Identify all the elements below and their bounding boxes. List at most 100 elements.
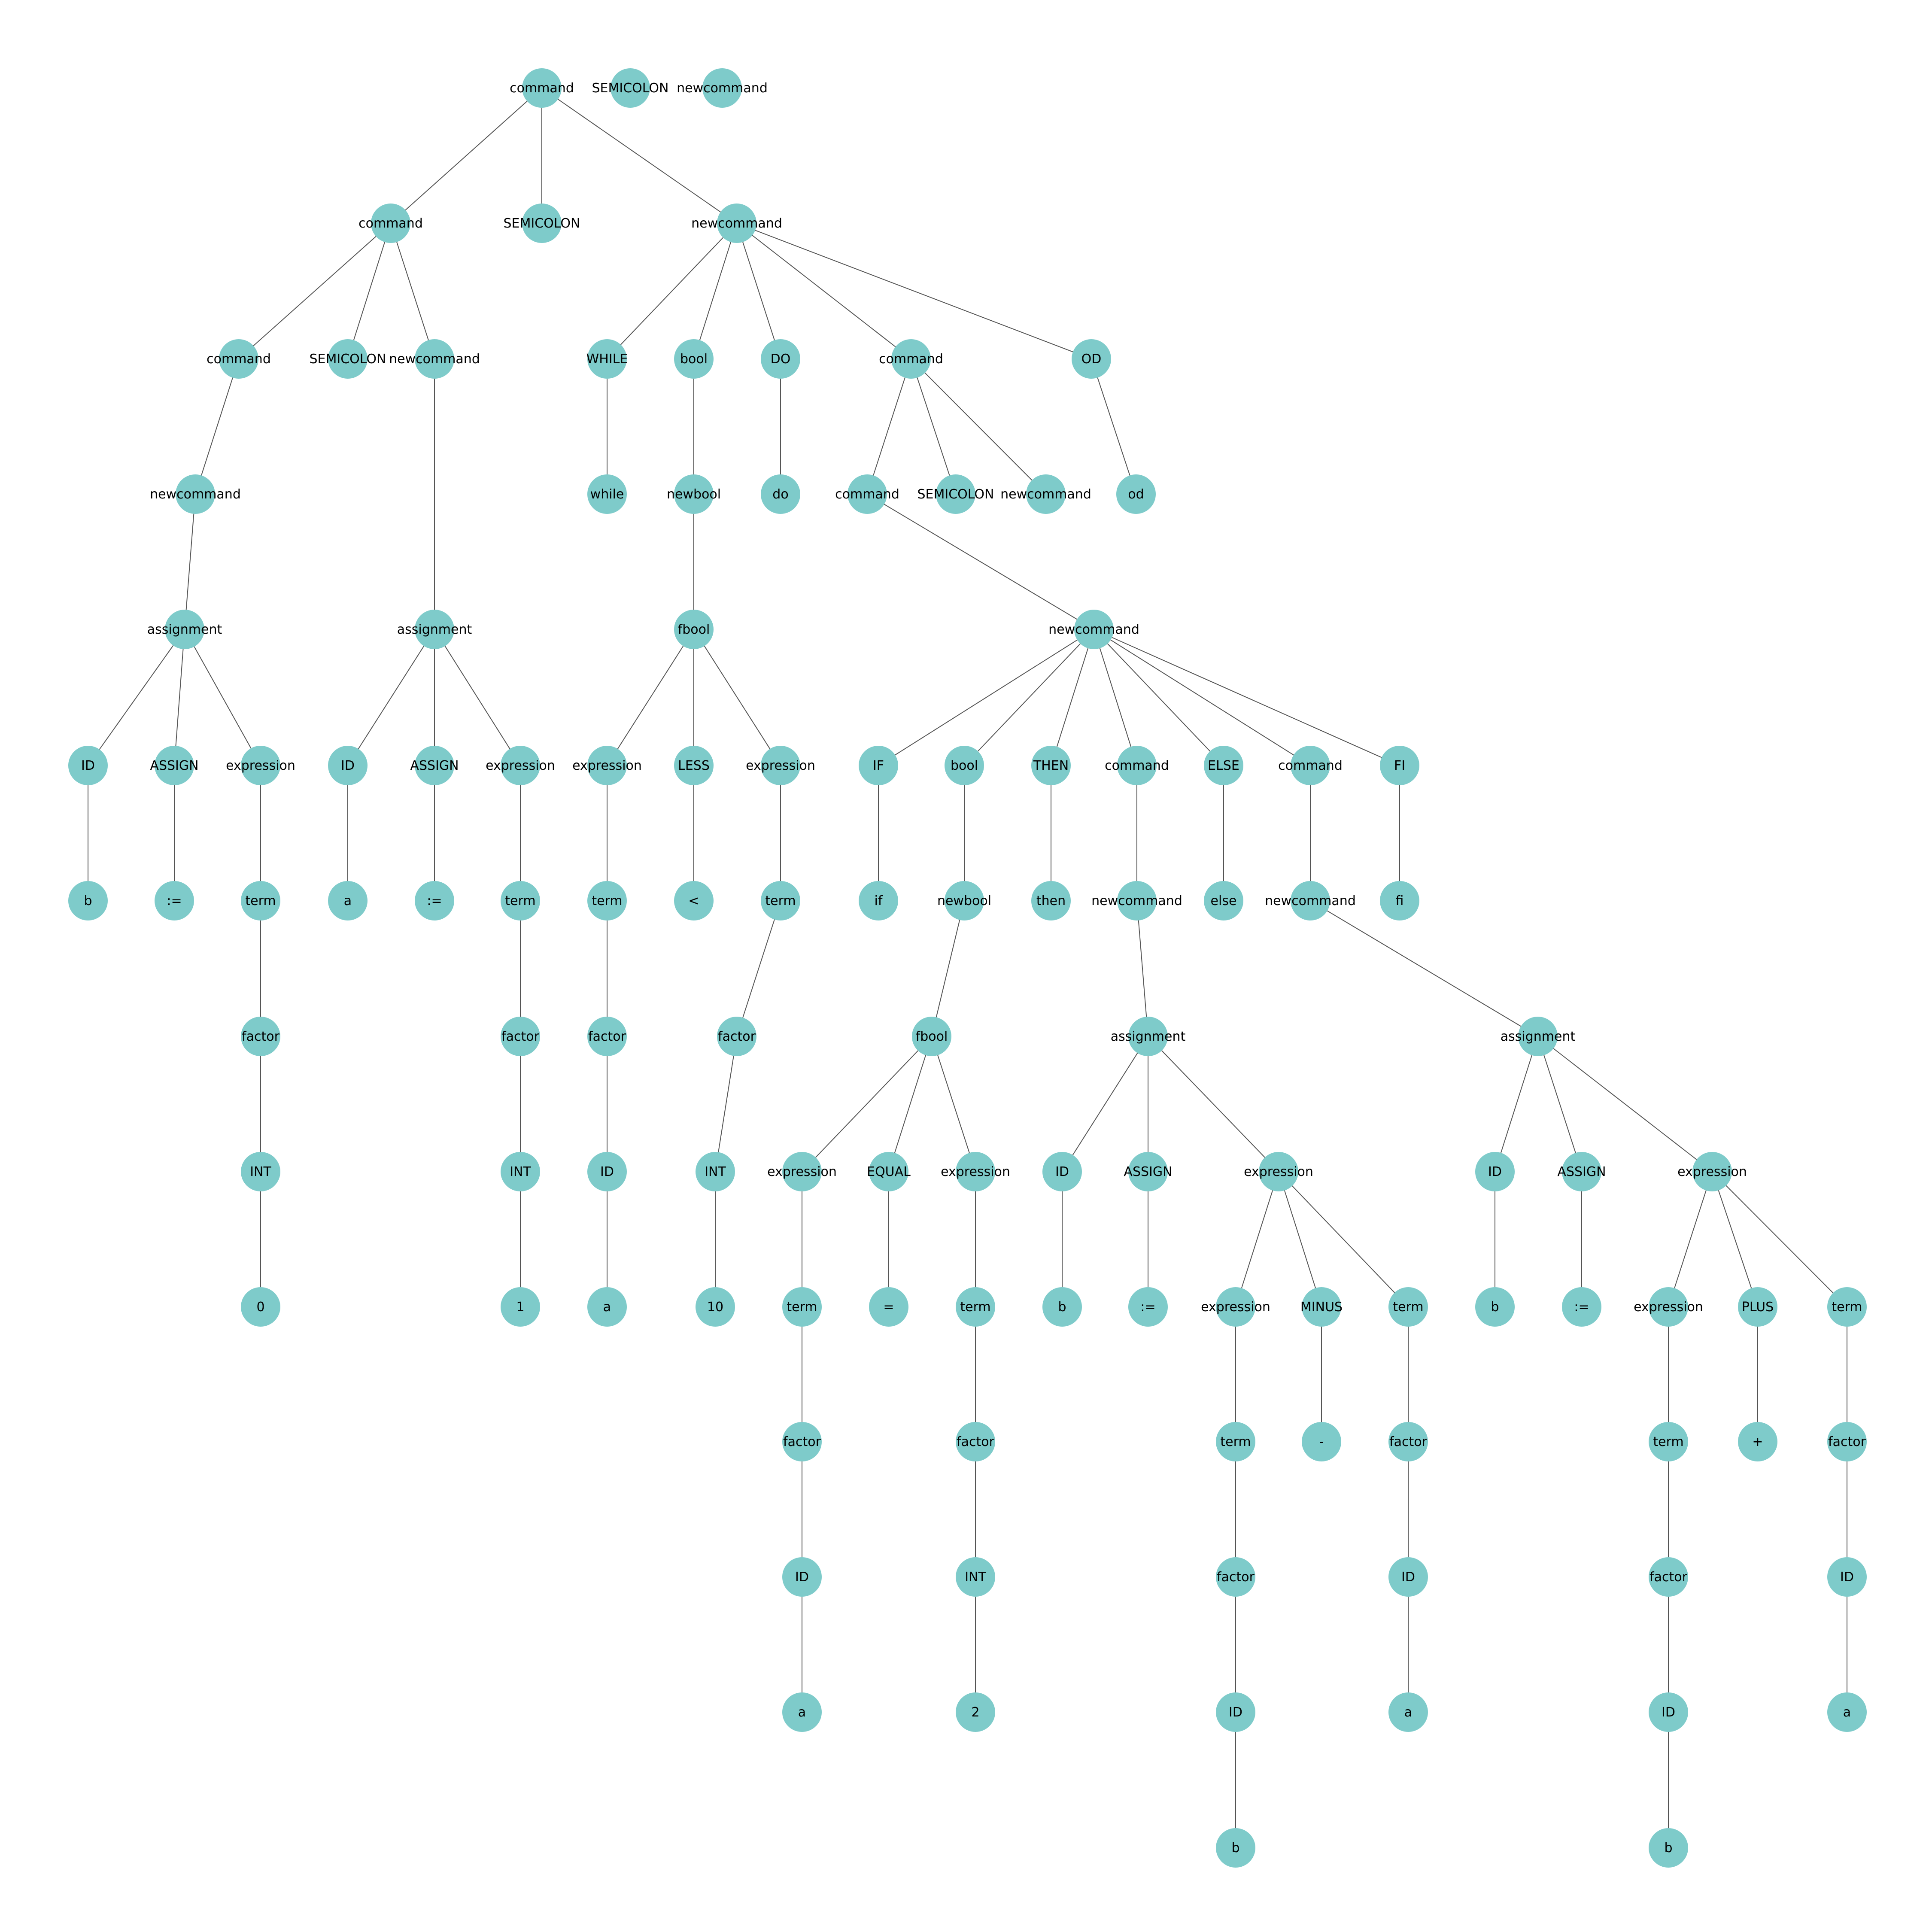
node-label: term xyxy=(960,1300,990,1315)
node-label: factor xyxy=(588,1029,626,1044)
node-circle xyxy=(1380,881,1419,920)
tree-node: else xyxy=(1204,881,1243,920)
node-circle xyxy=(1216,1287,1255,1327)
node-label: DO xyxy=(771,352,791,367)
tree-edge xyxy=(607,223,737,359)
node-label: factor xyxy=(1389,1434,1428,1449)
node-label: term xyxy=(592,893,622,908)
tree-node: do xyxy=(761,474,800,514)
tree-node: factor xyxy=(241,1017,280,1056)
node-label: assignment xyxy=(1111,1029,1186,1044)
node-label: assignment xyxy=(397,622,472,637)
tree-edge xyxy=(878,629,1094,766)
tree-node: factor xyxy=(1827,1422,1867,1461)
node-circle xyxy=(1031,746,1071,785)
node-label: factor xyxy=(1649,1570,1688,1585)
node-circle xyxy=(696,1287,735,1327)
node-label: THEN xyxy=(1033,758,1069,773)
node-label: ASSIGN xyxy=(1557,1164,1606,1179)
tree-node: INT xyxy=(241,1152,280,1191)
node-circle xyxy=(1562,1287,1601,1327)
node-circle xyxy=(717,1017,756,1056)
node-circle xyxy=(219,339,258,379)
node-label: INT xyxy=(965,1570,986,1585)
node-label: := xyxy=(1574,1300,1589,1315)
node-label: ASSIGN xyxy=(1124,1164,1172,1179)
tree-node: expression xyxy=(746,746,815,785)
node-circle xyxy=(415,746,454,785)
tree-node: term xyxy=(782,1287,822,1327)
tree-node: assignment xyxy=(397,610,472,649)
node-circle xyxy=(761,339,800,379)
tree-node: a xyxy=(1827,1692,1867,1732)
node-circle xyxy=(1291,746,1330,785)
node-label: term xyxy=(1832,1300,1862,1315)
tree-edge xyxy=(1537,1036,1713,1172)
tree-node: factor xyxy=(717,1017,756,1056)
node-label: = xyxy=(883,1300,894,1315)
node-label: OD xyxy=(1081,352,1102,367)
tree-edge xyxy=(1136,900,1148,1037)
tree-node: SEMICOLON xyxy=(592,68,669,108)
node-label: do xyxy=(772,487,788,502)
tree-node: newcommand xyxy=(1000,474,1091,514)
node-label: while xyxy=(590,487,624,502)
tree-node: factor xyxy=(587,1017,627,1056)
tree-node: SEMICOLON xyxy=(310,339,386,379)
tree-node: expression xyxy=(1634,1287,1703,1327)
node-label: 1 xyxy=(516,1300,524,1315)
tree-node: od xyxy=(1116,474,1156,514)
tree-node: command xyxy=(358,204,423,243)
tree-node: expression xyxy=(1244,1152,1313,1191)
tree-node: := xyxy=(155,881,194,920)
tree-node: fi xyxy=(1380,881,1419,920)
node-label: INT xyxy=(705,1164,726,1179)
node-circle xyxy=(1117,746,1157,785)
node-label: := xyxy=(1140,1300,1155,1315)
tree-node: term xyxy=(956,1287,995,1327)
tree-edge xyxy=(347,629,435,766)
tree-node: ASSIGN xyxy=(150,746,199,785)
tree-edge xyxy=(1094,629,1400,766)
node-label: term xyxy=(1653,1434,1683,1449)
tree-edge xyxy=(1278,1171,1322,1307)
node-label: a xyxy=(1404,1705,1412,1720)
node-label: b xyxy=(1491,1300,1499,1315)
tree-node: INT xyxy=(956,1557,995,1597)
tree-node: ID xyxy=(1827,1557,1867,1597)
tree-edge xyxy=(931,1036,976,1172)
node-label: INT xyxy=(510,1164,531,1179)
node-label: SEMICOLON xyxy=(504,216,580,231)
node-label: LESS xyxy=(678,758,710,773)
node-label: ID xyxy=(1840,1570,1854,1585)
node-label: ID xyxy=(795,1570,809,1585)
tree-node: expression xyxy=(226,746,295,785)
tree-edge xyxy=(1712,1171,1847,1307)
node-circle xyxy=(68,746,108,785)
node-circle xyxy=(859,881,898,920)
node-label: SEMICOLON xyxy=(310,352,386,367)
tree-edge xyxy=(195,358,239,495)
node-label: b xyxy=(1058,1300,1066,1315)
tree-edge xyxy=(931,900,965,1037)
node-circle xyxy=(371,204,410,243)
node-circle xyxy=(1042,1152,1082,1191)
tree-node: = xyxy=(869,1287,908,1327)
node-circle xyxy=(328,881,368,920)
tree-edge xyxy=(1062,1036,1148,1172)
node-label: factor xyxy=(718,1029,756,1044)
node-circle xyxy=(587,1017,627,1056)
tree-node: 2 xyxy=(956,1692,995,1732)
tree-node: ID xyxy=(782,1557,822,1597)
tree-node: OD xyxy=(1072,339,1111,379)
node-label: WHILE xyxy=(586,352,628,367)
node-label: ID xyxy=(1401,1570,1415,1585)
tree-node: FI xyxy=(1380,746,1419,785)
tree-edge xyxy=(867,494,1094,630)
tree-node: term xyxy=(1649,1422,1688,1461)
node-circle xyxy=(1031,881,1071,920)
tree-node: ID xyxy=(1475,1152,1515,1191)
node-label: 0 xyxy=(256,1300,264,1315)
node-circle xyxy=(155,746,194,785)
tree-node: term xyxy=(587,881,627,920)
